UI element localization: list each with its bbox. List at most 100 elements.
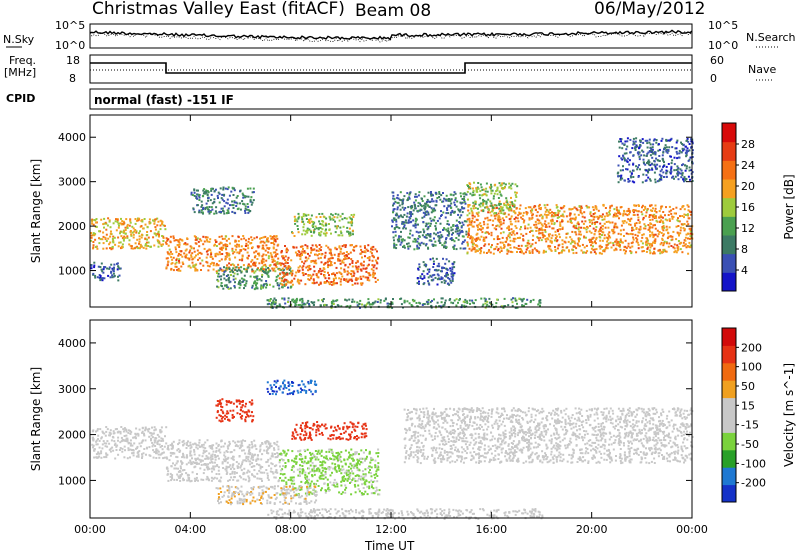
colorbar-segment [722, 328, 736, 346]
echo-region [291, 421, 368, 441]
nsearch-trace [89, 31, 693, 43]
plot-frame [89, 319, 693, 519]
colorbar-segment [722, 415, 736, 433]
colorbar-label: Power [dB] [782, 174, 796, 239]
echo-region [391, 191, 468, 251]
colorbar-segment [722, 467, 736, 486]
y-tick-label: 1000 [58, 474, 86, 487]
nsky-label: N.Sky [3, 33, 35, 46]
freq-unit: [MHz] [4, 66, 36, 79]
echo-region [91, 426, 168, 460]
nave-tick-bottom: 0 [710, 72, 717, 85]
y-tick-label: 3000 [58, 176, 86, 189]
colorbar-tick-label: 16 [741, 201, 755, 214]
y-axis-label: Slant Range [km] [29, 159, 43, 263]
colorbar-segment [722, 197, 736, 217]
echo-region [403, 407, 469, 465]
echo-region [466, 203, 694, 255]
colorbar-segment [722, 432, 736, 451]
beam-label: Beam 08 [355, 1, 431, 21]
nsearch-label: N.Search [746, 31, 796, 44]
echo-region [266, 379, 318, 396]
colorbar-tick-label: 20 [741, 180, 755, 193]
echo-region [466, 181, 519, 215]
colorbar-segment [722, 397, 736, 416]
echo-region [215, 398, 255, 423]
colorbar-segment [722, 272, 736, 292]
freq-tick-bottom: 8 [69, 72, 76, 85]
y-tick-label: 4000 [58, 337, 86, 350]
echo-region [165, 439, 281, 483]
x-tick-label: 20:00 [576, 523, 608, 536]
y-tick-label: 2000 [58, 429, 86, 442]
colorbar-tick-label: 8 [741, 243, 748, 256]
cpid-label: CPID [6, 92, 35, 105]
colorbar-segment [722, 141, 736, 161]
y-axis-label: Slant Range [km] [29, 367, 43, 471]
echo-cells [90, 137, 694, 309]
colorbar-segment [722, 253, 736, 273]
colorbar-tick-label: 12 [741, 222, 755, 235]
x-tick-label: 16:00 [475, 523, 507, 536]
nsearch-tick-top: 10^5 [708, 19, 738, 32]
echo-region [90, 217, 167, 251]
y-tick-label: 1000 [58, 265, 86, 278]
nsearch-tick-bottom: 10^0 [708, 39, 738, 52]
colorbar-tick-label: 200 [741, 341, 762, 354]
x-axis-label: Time UT [364, 539, 415, 553]
colorbar-tick-label: -200 [741, 477, 766, 490]
echo-region [165, 235, 280, 273]
colorbar-label: Velocity [m s^-1] [782, 363, 796, 467]
x-tick-label: 12:00 [375, 523, 407, 536]
colorbar-segment [722, 235, 736, 255]
echo-region [416, 257, 456, 286]
y-tick-label: 3000 [58, 383, 86, 396]
cpid-panel: CPID normal (fast) -151 IF [6, 88, 693, 110]
x-tick-label: 04:00 [174, 523, 206, 536]
freq-tick-top: 18 [66, 54, 80, 67]
velocity-heatmap: 4000 3000 2000 1000 00:00 04:00 08:00 12:00 16:0… [29, 319, 796, 536]
echo-region [215, 485, 318, 506]
x-tick-label: 00:00 [676, 523, 708, 536]
colorbar-segment [722, 179, 736, 199]
y-tick-label: 4000 [58, 131, 86, 144]
freq-label: Freq. [9, 54, 36, 67]
colorbar-tick-label: 4 [741, 264, 748, 277]
echo-region [90, 261, 122, 282]
echo-region [190, 186, 255, 215]
colorbar-tick-label: -15 [741, 419, 759, 432]
y-tick-label: 2000 [58, 220, 86, 233]
colorbar-segment [722, 449, 736, 468]
echo-region [216, 266, 293, 291]
nsky-tick-bottom: 10^0 [55, 39, 85, 52]
plot-frame [89, 114, 693, 308]
cpid-text: normal (fast) -151 IF [94, 93, 234, 107]
x-tick-label: 00:00 [74, 523, 106, 536]
colorbar-tick-label: 15 [741, 399, 755, 412]
noise-panel: N.Sky 10^5 10^0 10^5 10^0 N.Search [3, 19, 796, 52]
echo-cells [91, 379, 694, 520]
colorbar-tick-label: 24 [741, 159, 755, 172]
colorbar-tick-label: -100 [741, 457, 766, 470]
echo-region [291, 212, 356, 237]
echo-region [278, 244, 380, 286]
power-heatmap: 4000 3000 2000 1000 Slant Range [km] 28 24 20 16… [29, 114, 796, 309]
echo-region [266, 297, 542, 309]
freq-trace [90, 62, 692, 74]
colorbar-tick-label: 28 [741, 138, 755, 151]
echo-region [616, 137, 694, 184]
colorbar-segment [722, 345, 736, 364]
colorbar-tick-label: -50 [741, 438, 759, 451]
frequency-panel: Freq. [MHz] 18 8 60 0 Nave [4, 54, 776, 85]
colorbar-tick-label: 100 [741, 361, 762, 374]
nsky-tick-top: 10^5 [55, 19, 85, 32]
nsky-trace [90, 29, 693, 41]
nave-tick-top: 60 [710, 54, 724, 67]
colorbar-segment [722, 362, 736, 381]
colorbar-segment [722, 380, 736, 399]
echo-region [466, 407, 694, 465]
x-tick-label: 08:00 [275, 523, 307, 536]
colorbar-tick-label: 50 [741, 380, 755, 393]
colorbar-segment [722, 123, 736, 143]
